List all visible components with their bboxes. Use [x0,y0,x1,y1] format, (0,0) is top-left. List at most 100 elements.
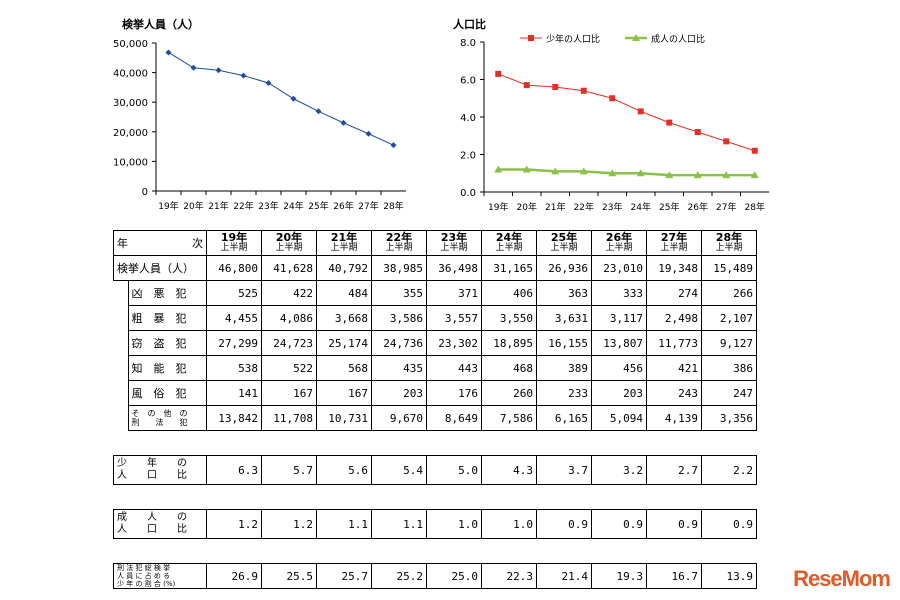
year-header: 27年 上半期 [646,230,702,256]
row-label: 成 人 の人 口 比 [113,509,207,539]
table-row: 成 人 の人 口 比 1.2 1.2 1.1 1.1 1.0 1.0 0.9 0.9 0.9 0.9 [113,509,757,539]
table-cell: 2,107 [701,305,757,331]
spacer-cell [114,539,757,564]
table-cell: 5,094 [591,405,647,431]
table-cell: 16.7 [646,563,702,589]
table-cell: 25.0 [426,563,482,589]
table-row: 知 能 犯 538 522 568 435 443 468 389 456 421 386 [113,355,757,381]
table-cell: 167 [261,380,317,406]
table-cell: 15,489 [701,255,757,281]
table-cell: 363 [536,280,592,306]
x-tick-label: 24年 [283,200,303,212]
table-cell: 25,174 [316,330,372,356]
table-cell: 247 [701,380,757,406]
data-point [666,119,673,126]
table-cell: 41,628 [261,255,317,281]
row-label-line: 少 年 の 割 合 (%) [117,580,176,588]
table-cell: 484 [316,280,372,306]
table-cell: 11,773 [646,330,702,356]
row-label-line: 人 口 比 [117,470,187,481]
table-cell: 8,649 [426,405,482,431]
table-cell: 24,723 [261,330,317,356]
table-cell: 13,842 [206,405,262,431]
arrests-line-chart: 50,000 40,000 30,000 20,000 10,000 0 19年 20年 21年… [113,39,406,212]
table-cell: 36,498 [426,255,482,281]
table-cell: 3,117 [591,305,647,331]
y-tick-label: 4.0 [460,113,476,124]
data-point [693,171,702,179]
table-cell: 203 [591,380,647,406]
data-point [290,95,297,102]
table-spacer [114,485,757,510]
table-row: 少 年 の人 口 比 6.3 5.7 5.6 5.4 5.0 4.3 3.7 3.2 2.7 2.2 [113,455,757,485]
indent-cell [113,405,129,431]
data-point [265,79,272,86]
row-label: 風 俗 犯 [127,380,207,406]
table-cell: 203 [371,380,427,406]
data-point [340,119,347,126]
data-point [390,142,397,149]
table-cell: 5.7 [261,455,317,485]
series-line [498,73,755,152]
table-row: 凶 悪 犯 525 422 484 355 371 406 363 333 274 266 [113,280,757,306]
table-cell: 525 [206,280,262,306]
x-tick-label: 22年 [233,200,253,212]
data-point [722,171,731,179]
table-cell: 443 [426,355,482,381]
table-cell: 167 [316,380,372,406]
data-point [215,67,222,74]
indent-cell [113,305,129,331]
table-cell: 25.2 [371,563,427,589]
table-cell: 6.3 [206,455,262,485]
indent-cell [113,355,129,381]
table-cell: 389 [536,355,592,381]
table-header-row: 年 次 19年 上半期 20年 上半期 21年 上半期 22年 上半期 23年 上半期 2… [113,230,757,256]
data-point [494,165,503,173]
table-row: 窃 盗 犯 27,299 24,723 25,174 24,736 23,302 18,89… [113,330,757,356]
table-cell: 6,165 [536,405,592,431]
table-cell: 371 [426,280,482,306]
table-cell: 0.9 [701,509,757,539]
row-label: 少 年 の人 口 比 [113,455,207,485]
data-point [609,95,616,102]
data-point [495,70,502,77]
arrests-chart-title: 検挙人員（人） [122,18,199,31]
table-cell: 3,631 [536,305,592,331]
x-tick-label: 26年 [333,200,353,212]
row-label: 粗 暴 犯 [127,305,207,331]
table-cell: 406 [481,280,537,306]
table-cell: 456 [591,355,647,381]
table-cell: 46,800 [206,255,262,281]
series-line [168,52,394,146]
resemom-watermark: ReseMom [793,566,891,591]
row-label: 知 能 犯 [127,355,207,381]
table-cell: 1.0 [426,509,482,539]
spacer-cell [114,431,757,456]
data-point [751,147,758,154]
row-label: 凶 悪 犯 [127,280,207,306]
legend-label: 成人の人口比 [651,33,705,45]
ratio-chart-title: 人口比 [453,18,486,31]
table-cell: 1.1 [371,509,427,539]
year-header: 23年 上半期 [426,230,482,256]
data-point [608,169,617,177]
table-cell: 5.4 [371,455,427,485]
table-cell: 9,670 [371,405,427,431]
table-cell: 3,668 [316,305,372,331]
y-tick-label: 20,000 [113,128,148,139]
data-point [694,129,701,135]
data-point [665,171,674,179]
x-tick-label: 27年 [716,201,736,213]
table-cell: 538 [206,355,262,381]
x-tick-label: 28年 [745,201,765,213]
table-cell: 40,792 [316,255,372,281]
table-row: 刑 法 犯 総 検 挙人 員 に 占 め る少 年 の 割 合 (%) 26.9 2… [113,563,757,589]
table-cell: 2.7 [646,455,702,485]
table-row: 風 俗 犯 141 167 167 203 176 260 233 203 243 247 [113,380,757,406]
table-cell: 468 [481,355,537,381]
table-cell: 435 [371,355,427,381]
data-point [523,82,530,89]
y-tick-label: 8.0 [460,38,476,49]
table-cell: 1.2 [206,509,262,539]
x-tick-label: 23年 [258,200,278,212]
